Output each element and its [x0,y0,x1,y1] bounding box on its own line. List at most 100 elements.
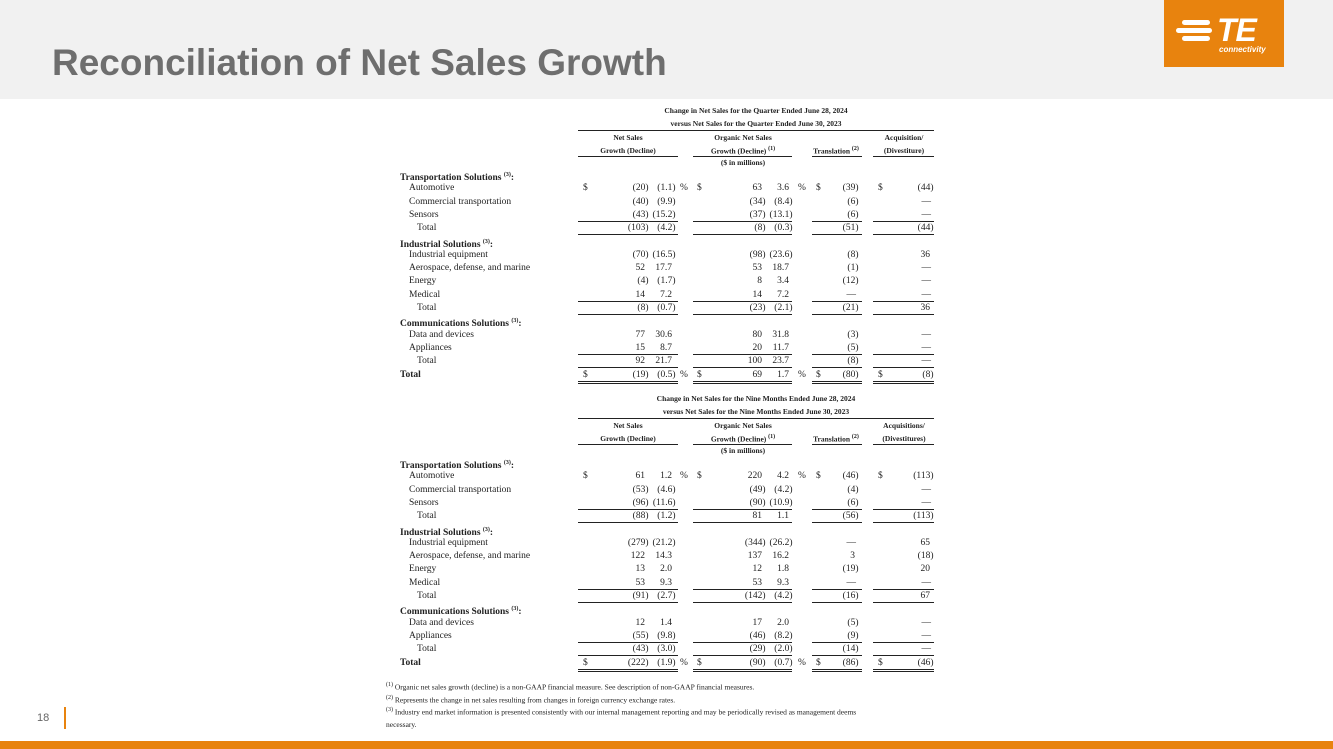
cell-value: 14 [752,289,763,300]
underline [578,220,678,222]
underline [873,602,934,603]
row-label: Aerospace, defense, and marine [409,550,530,563]
table-row: Sensors (43) (15.2) (37) (13.1) (6) — [0,209,1333,222]
cell-value: (113) [913,511,934,522]
row-label: Automotive [409,182,454,195]
cell-value: 18.7 [772,263,789,274]
underline [812,602,862,603]
label-text: Total [417,223,437,234]
cell-value: (4.6) [657,484,676,495]
cell-value: 12 [635,617,646,628]
col-header: (Divestitures) [882,434,926,443]
dollar-sign: $ [878,657,883,668]
underline [812,508,862,510]
underline [693,380,792,384]
cell-value: (20) [632,183,649,194]
rule [873,156,934,157]
row-label: Industrial Solutions (3): [400,238,494,250]
cell-value: 53 [752,263,763,274]
footnote-ref: (2) [851,434,859,440]
cell-value: (8.2) [774,630,793,641]
label-text: Medical [409,289,441,300]
underline [873,522,934,524]
cell-value: 12 [752,564,763,575]
table-row: Total (222) (1.9) (90) (0.7) (86) (46) $ $ $ $%% [0,657,1333,672]
row-label: Commercial transportation [409,196,511,209]
col-header: Organic Net Sales [714,421,772,430]
footnote-ref: (2) [851,146,859,152]
table-row: Automotive 61 1.2 220 4.2 (46) (113) $ $ $ $%% [0,470,1333,483]
label: Translation [813,146,851,156]
label-text: Appliances [409,342,452,353]
cell-value: (40) [632,196,649,207]
cell-value: — [921,484,932,495]
footnote-text: Organic net sales growth (decline) is a … [394,682,755,692]
underline [693,300,792,302]
table-row: Industrial Solutions (3): [0,236,1333,250]
cell-value: (2.0) [774,644,793,655]
cell-value: (34) [749,196,766,207]
underline [578,234,678,236]
cell-value: (4) [637,276,649,287]
cell-value: (4.2) [657,223,676,234]
percent-sign: % [680,657,688,668]
cell-value: (39) [842,183,859,194]
underline [873,353,934,355]
underline [812,234,862,236]
rule [578,444,678,445]
cell-value: (86) [842,657,859,668]
cell-value: — [846,577,857,588]
table-row: Energy (4) (1.7) 8 3.4 (12) — [0,275,1333,288]
rule [578,418,934,419]
label-text: Energy [409,276,437,287]
cell-value: (1.7) [657,276,676,287]
underline [693,641,792,643]
cell-value: 69 [752,369,763,380]
cell-value: (6) [847,209,859,220]
table-row: Total 92 21.7 100 23.7 (8) — [0,355,1333,369]
row-label: Total [400,657,421,670]
cell-value: (56) [842,511,859,522]
label-text: Industrial Solutions [400,239,481,250]
cell-value: (14) [842,644,859,655]
cell-value: (0.5) [657,369,676,380]
label-text: Automotive [409,471,455,482]
table-row: Transportation Solutions (3): [0,457,1333,471]
underline [812,367,862,369]
footnote-ref: (1) [768,434,776,440]
units-label: ($ in millions) [720,446,766,455]
underline [578,367,678,369]
row-label: Sensors [409,209,439,222]
cell-value: (46) [917,657,934,668]
cell-value: (19) [842,564,859,575]
cell-value: (1.1) [657,183,676,194]
col-header: Net Sales [613,133,643,142]
cell-value: 137 [747,551,762,562]
col-header: (Divestiture) [883,146,925,155]
row-label: Medical [409,289,440,302]
underline [812,353,862,355]
label: Growth (Decline) [710,146,767,156]
cell-value: (11.6) [652,497,676,508]
cell-value: 20 [920,564,931,575]
cell-value: 13 [635,564,646,575]
label-text: Total [400,369,421,380]
table-row: Total (88) (1.2) 81 1.1 (56) (113) [0,510,1333,524]
col-header: Growth (Decline) (1) [693,146,793,156]
footnote: necessary. [386,720,417,729]
dollar-sign: $ [816,183,821,194]
table-row: Medical 53 9.3 53 9.3 — — [0,577,1333,590]
dollar-sign: $ [816,471,821,482]
label-text: Total [417,644,437,655]
rule [873,444,934,445]
row-label: Appliances [409,342,452,355]
underline [873,367,934,369]
cell-value: (46) [842,471,859,482]
cell-value: 52 [635,263,646,274]
cell-value: 100 [747,356,762,367]
footnote-ref: (3) [386,707,393,713]
cell-value: 1.2 [660,471,672,482]
cell-value: (142) [744,591,766,601]
row-label: Total [400,369,421,382]
underline [693,367,792,369]
